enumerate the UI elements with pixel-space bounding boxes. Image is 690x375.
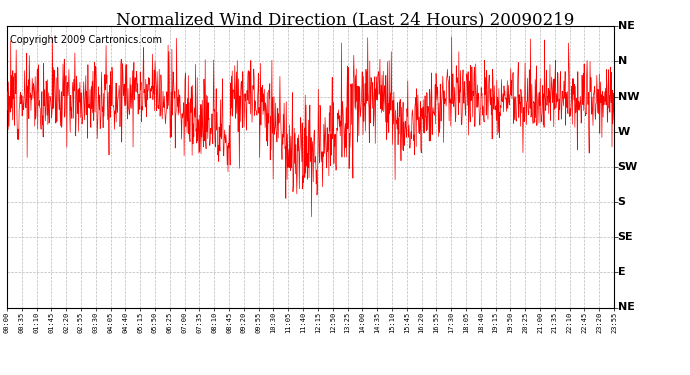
Text: N: N [618, 56, 627, 66]
Text: Normalized Wind Direction (Last 24 Hours) 20090219: Normalized Wind Direction (Last 24 Hours… [116, 11, 574, 28]
Text: SW: SW [618, 162, 638, 172]
Text: W: W [618, 127, 630, 137]
Text: NE: NE [618, 303, 634, 312]
Text: Copyright 2009 Cartronics.com: Copyright 2009 Cartronics.com [10, 35, 162, 45]
Text: S: S [618, 197, 626, 207]
Text: SE: SE [618, 232, 633, 242]
Text: NE: NE [618, 21, 634, 31]
Text: E: E [618, 267, 625, 278]
Text: NW: NW [618, 92, 639, 102]
